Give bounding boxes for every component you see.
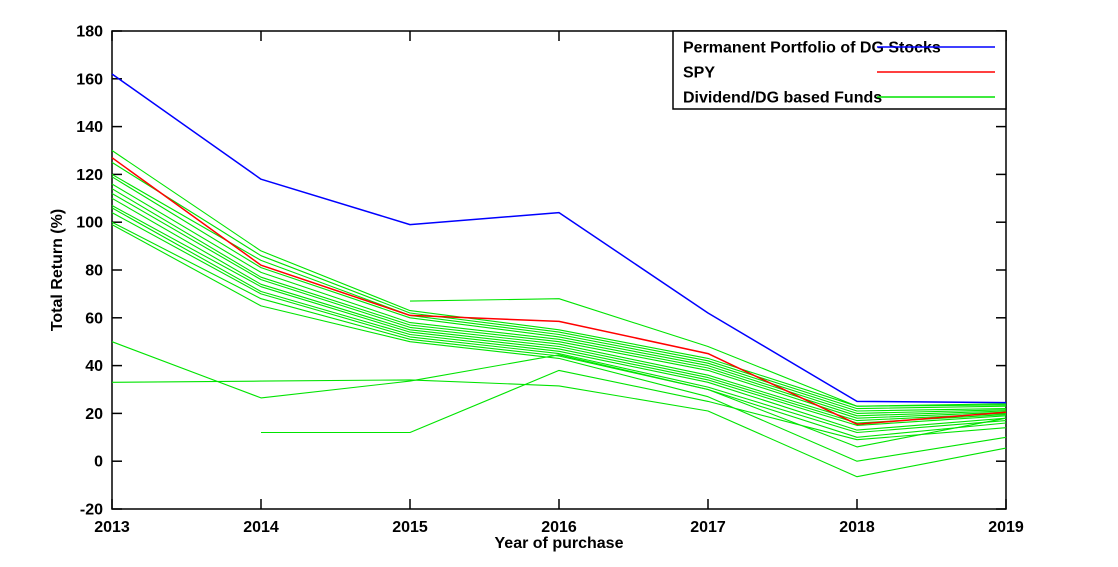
x-axis-title: Year of purchase [495, 535, 624, 552]
y-axis-tick-label: 160 [76, 71, 103, 88]
series-line-fund-12 [111, 221, 1007, 438]
legend-box [672, 30, 1007, 110]
series-line-fund-2 [111, 161, 1007, 410]
y-axis-tick-label: 100 [76, 215, 103, 232]
y-axis-tick-label: 40 [85, 358, 103, 375]
y-axis-tick-label: 140 [76, 119, 103, 136]
x-axis-tick-label: 2016 [541, 519, 577, 536]
y-axis-tick-label: 120 [76, 167, 103, 184]
x-axis-tick-label: 2017 [690, 519, 726, 536]
series-line-fund-15 [111, 379, 1007, 478]
series-line-fund-14 [111, 341, 1007, 448]
y-axis-tick-label: 60 [85, 310, 103, 327]
series-line-fund-10 [111, 207, 1007, 431]
series-line-fund-7 [111, 193, 1007, 422]
y-axis-tick-label: 80 [85, 263, 103, 280]
legend-label: Dividend/DG based Funds [683, 90, 882, 107]
series-line-fund-5 [111, 183, 1007, 417]
series-line-fund-9 [111, 205, 1007, 426]
series-line-fund-4 [111, 176, 1007, 414]
series-line-permanent-portfolio-of-dg-stocks [111, 73, 1007, 404]
legend-label: Permanent Portfolio of DG Stocks [683, 40, 941, 57]
series-line-fund-16 [261, 369, 1007, 441]
series-line-fund-3 [111, 173, 1007, 412]
x-axis-tick-label: 2014 [243, 519, 279, 536]
series-line-spy [111, 157, 1007, 425]
y-axis-tick-label: 180 [76, 24, 103, 41]
series-line-fund-17 [409, 298, 1007, 407]
legend-label: SPY [683, 65, 715, 82]
x-axis-tick-label: 2015 [392, 519, 428, 536]
series-line-fund-11 [111, 212, 1007, 434]
x-axis-tick-label: 2018 [839, 519, 875, 536]
y-axis-tick-label: 20 [85, 406, 103, 423]
x-axis-tick-label: 2013 [94, 519, 130, 536]
series-line-fund-6 [111, 188, 1007, 419]
y-axis-tick-label: 0 [94, 454, 103, 471]
x-axis-tick-label: 2019 [988, 519, 1024, 536]
series-line-fund-13 [111, 224, 1007, 462]
series-line-fund-8 [111, 197, 1007, 424]
y-axis-tick-label: -20 [80, 502, 103, 519]
y-axis-title: Total Return (%) [49, 209, 66, 331]
